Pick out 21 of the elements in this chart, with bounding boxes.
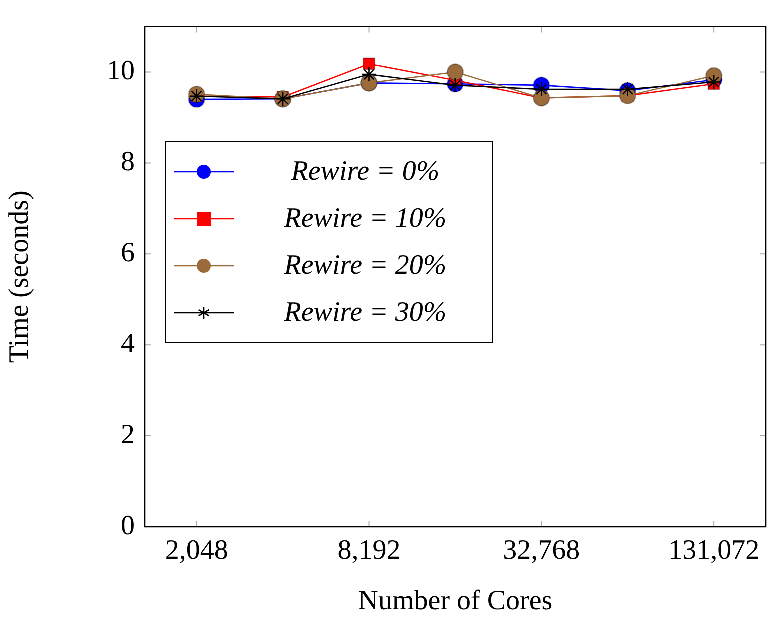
x-tick-label: 32,768: [503, 535, 580, 566]
x-tick-label: 131,072: [668, 535, 760, 566]
x-tick-label: 8,192: [338, 535, 401, 566]
y-tick-label: 2: [121, 419, 135, 450]
y-tick-label: 6: [121, 238, 135, 269]
x-axis-title: Number of Cores: [358, 586, 553, 617]
point: [362, 58, 376, 70]
point: [534, 82, 550, 98]
point: [446, 64, 464, 81]
legend-label: Rewire = 20%: [283, 250, 448, 282]
legend-label: Rewire = 30%: [283, 297, 448, 330]
y-axis-title: Time (seconds): [4, 190, 36, 364]
y-tick-label: 10: [107, 56, 135, 87]
y-tick-label: 0: [121, 510, 135, 542]
point: [362, 66, 377, 82]
x-tick-label: 2,048: [165, 535, 228, 566]
legend-label: Rewire = 10%: [283, 203, 448, 236]
legend-label: Rewire = 0%: [290, 156, 441, 188]
point: [706, 74, 722, 90]
y-tick-label: 8: [121, 146, 135, 178]
y-tick-label: 4: [121, 328, 135, 360]
